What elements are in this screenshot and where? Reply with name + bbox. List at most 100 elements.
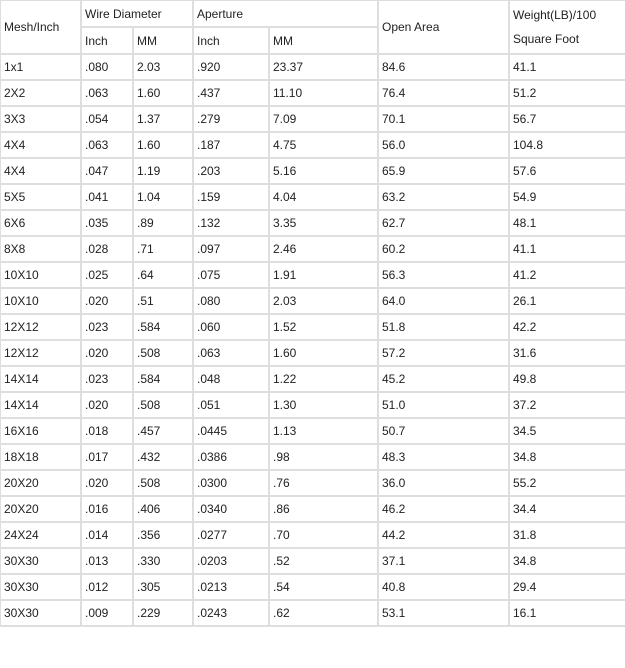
cell-wire-mm: .508 — [132, 391, 194, 419]
cell-mesh: 14X14 — [0, 391, 82, 419]
cell-wire-inch: .020 — [80, 469, 134, 497]
cell-wire-inch: .020 — [80, 391, 134, 419]
cell-weight: 104.8 — [508, 131, 625, 159]
table-row: 20X20.020.508.0300.76 36.0 55.2 — [0, 469, 625, 497]
cell-aperture-inch: .0445 — [192, 417, 270, 445]
table-row: 4X4.063 1.60.187 4.75 56.0 104.8 — [0, 131, 625, 159]
cell-aperture-inch: .060 — [192, 313, 270, 341]
cell-weight: 41.2 — [508, 261, 625, 289]
cell-weight: 54.9 — [508, 183, 625, 211]
table-row: 14X14.020.508.051 1.30 51.0 37.2 — [0, 391, 625, 419]
cell-aperture-mm: .70 — [268, 521, 379, 549]
cell-wire-inch: .023 — [80, 365, 134, 393]
cell-mesh: 3X3 — [0, 105, 82, 133]
cell-mesh: 8X8 — [0, 235, 82, 263]
cell-wire-inch: .025 — [80, 261, 134, 289]
cell-open-area: 70.1 — [377, 105, 510, 133]
header-row: Mesh/Inch Wire Diameter Aperture Open Ar… — [0, 0, 625, 55]
cell-weight: 16.1 — [508, 599, 625, 627]
cell-mesh: 1x1 — [0, 53, 82, 81]
cell-mesh: 30X30 — [0, 599, 82, 627]
cell-mesh: 14X14 — [0, 365, 82, 393]
cell-wire-mm: .508 — [132, 339, 194, 367]
table-row: 30X30.013.330.0203.52 37.1 34.8 — [0, 547, 625, 575]
cell-aperture-mm: 7.09 — [268, 105, 379, 133]
cell-aperture-mm: 23.37 — [268, 53, 379, 81]
subheader-aperture-mm: MM — [268, 26, 379, 55]
cell-aperture-inch: .0300 — [192, 469, 270, 497]
cell-open-area: 51.8 — [377, 313, 510, 341]
cell-aperture-mm: 1.30 — [268, 391, 379, 419]
cell-mesh: 12X12 — [0, 313, 82, 341]
table-row: 16X16.018.457.0445 1.13 50.7 34.5 — [0, 417, 625, 445]
cell-wire-inch: .054 — [80, 105, 134, 133]
cell-aperture-inch: .048 — [192, 365, 270, 393]
cell-open-area: 64.0 — [377, 287, 510, 315]
subheader-row: Inch MM Inch MM — [0, 26, 625, 55]
cell-aperture-mm: 4.04 — [268, 183, 379, 211]
cell-open-area: 56.3 — [377, 261, 510, 289]
cell-aperture-mm: 3.35 — [268, 209, 379, 237]
cell-wire-mm: .64 — [132, 261, 194, 289]
cell-weight: 34.5 — [508, 417, 625, 445]
table-row: 8X8.028.71.097 2.46 60.2 41.1 — [0, 235, 625, 263]
cell-weight: 31.6 — [508, 339, 625, 367]
table-row: 18X18.017.432.0386.98 48.3 34.8 — [0, 443, 625, 471]
table-row: 2X2.063 1.60.437 11.10 76.4 51.2 — [0, 79, 625, 107]
table-row: 4X4.047 1.19.203 5.16 65.9 57.6 — [0, 157, 625, 185]
cell-aperture-inch: .279 — [192, 105, 270, 133]
cell-aperture-inch: .437 — [192, 79, 270, 107]
cell-aperture-mm: 11.10 — [268, 79, 379, 107]
cell-wire-inch: .014 — [80, 521, 134, 549]
cell-aperture-mm: 5.16 — [268, 157, 379, 185]
cell-mesh: 4X4 — [0, 131, 82, 159]
cell-wire-mm: .51 — [132, 287, 194, 315]
cell-wire-inch: .080 — [80, 53, 134, 81]
cell-wire-inch: .012 — [80, 573, 134, 601]
cell-aperture-mm: .62 — [268, 599, 379, 627]
table-row: 20X20.016.406.0340.86 46.2 34.4 — [0, 495, 625, 523]
cell-aperture-mm: 1.13 — [268, 417, 379, 445]
table-row: 6X6.035.89.132 3.35 62.7 48.1 — [0, 209, 625, 237]
cell-open-area: 45.2 — [377, 365, 510, 393]
cell-weight: 41.1 — [508, 53, 625, 81]
cell-weight: 26.1 — [508, 287, 625, 315]
cell-aperture-inch: .0213 — [192, 573, 270, 601]
cell-wire-inch: .020 — [80, 287, 134, 315]
cell-weight: 48.1 — [508, 209, 625, 237]
cell-aperture-mm: .86 — [268, 495, 379, 523]
header-wire-diameter: Wire Diameter — [80, 0, 194, 28]
cell-weight: 37.2 — [508, 391, 625, 419]
cell-wire-mm: .71 — [132, 235, 194, 263]
cell-aperture-inch: .063 — [192, 339, 270, 367]
cell-aperture-mm: .98 — [268, 443, 379, 471]
cell-aperture-inch: .075 — [192, 261, 270, 289]
cell-open-area: 51.0 — [377, 391, 510, 419]
cell-aperture-mm: .54 — [268, 573, 379, 601]
cell-mesh: 18X18 — [0, 443, 82, 471]
cell-weight: 51.2 — [508, 79, 625, 107]
cell-aperture-mm: 2.46 — [268, 235, 379, 263]
cell-wire-inch: .023 — [80, 313, 134, 341]
cell-aperture-mm: 1.91 — [268, 261, 379, 289]
cell-open-area: 62.7 — [377, 209, 510, 237]
cell-mesh: 20X20 — [0, 469, 82, 497]
cell-wire-inch: .009 — [80, 599, 134, 627]
subheader-wire-inch: Inch — [80, 26, 134, 55]
cell-aperture-inch: .0386 — [192, 443, 270, 471]
cell-mesh: 16X16 — [0, 417, 82, 445]
cell-aperture-inch: .187 — [192, 131, 270, 159]
mesh-spec-table: Mesh/Inch Wire Diameter Aperture Open Ar… — [0, 0, 625, 627]
cell-wire-inch: .013 — [80, 547, 134, 575]
table-row: 12X12.023.584.060 1.52 51.8 42.2 — [0, 313, 625, 341]
header-weight: Weight(LB)/100 Square Foot — [508, 0, 625, 55]
cell-open-area: 57.2 — [377, 339, 510, 367]
cell-wire-mm: .305 — [132, 573, 194, 601]
cell-open-area: 56.0 — [377, 131, 510, 159]
cell-mesh: 30X30 — [0, 573, 82, 601]
cell-mesh: 10X10 — [0, 287, 82, 315]
cell-weight: 34.8 — [508, 547, 625, 575]
cell-wire-inch: .016 — [80, 495, 134, 523]
header-mesh: Mesh/Inch — [0, 0, 82, 55]
header-open-area: Open Area — [377, 0, 510, 55]
